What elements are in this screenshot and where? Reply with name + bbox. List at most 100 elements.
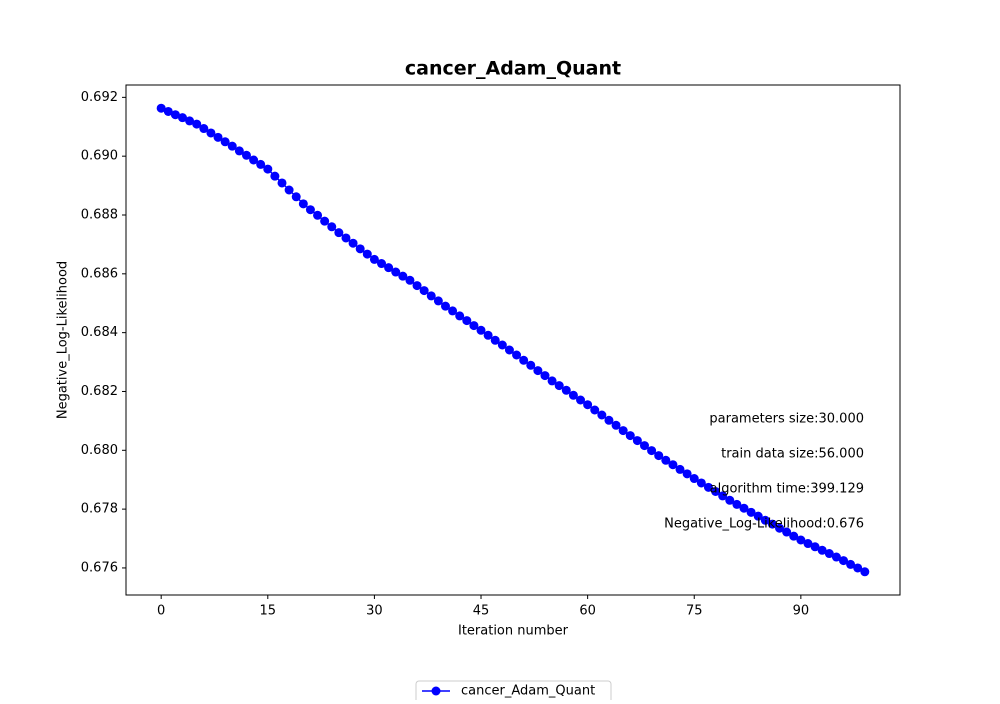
- point: [291, 192, 301, 202]
- point: [533, 366, 543, 376]
- point: [455, 311, 465, 321]
- point: [355, 244, 365, 254]
- chart-title: cancer_Adam_Quant: [405, 58, 621, 80]
- annotation: algorithm time:399.129: [710, 482, 864, 497]
- point: [824, 549, 834, 559]
- x-tick-label: 30: [366, 604, 383, 619]
- point: [263, 164, 273, 174]
- point: [490, 335, 500, 345]
- point: [476, 325, 486, 335]
- x-tick-label: 90: [793, 604, 810, 619]
- y-tick-label: 0.688: [81, 208, 118, 223]
- point: [156, 103, 166, 113]
- x-tick-label: 0: [157, 604, 165, 619]
- point: [419, 286, 429, 296]
- point: [341, 233, 351, 243]
- point: [846, 559, 856, 569]
- point: [327, 222, 337, 232]
- point: [220, 137, 230, 147]
- point: [412, 281, 422, 291]
- point: [519, 355, 529, 365]
- point: [725, 495, 735, 505]
- point: [270, 171, 280, 181]
- point: [469, 321, 479, 331]
- point: [298, 199, 308, 209]
- point: [682, 469, 692, 479]
- point: [448, 306, 458, 316]
- x-axis-label: Iteration number: [458, 624, 569, 639]
- plot-frame: [125, 84, 901, 596]
- point: [369, 254, 379, 264]
- point: [753, 511, 763, 521]
- point: [170, 110, 180, 120]
- point: [497, 340, 507, 350]
- point: [277, 178, 287, 188]
- point: [241, 150, 251, 160]
- y-axis-label: Negative_Log-Likelihood: [56, 261, 71, 419]
- point: [313, 210, 323, 220]
- point: [398, 271, 408, 281]
- point: [817, 545, 827, 555]
- point: [483, 330, 493, 340]
- point: [227, 141, 237, 151]
- point: [234, 146, 244, 156]
- point: [284, 185, 294, 195]
- point: [668, 460, 678, 470]
- y-tick-label: 0.678: [81, 502, 118, 517]
- point: [583, 400, 593, 410]
- y-tick-label: 0.680: [81, 443, 118, 458]
- legend-marker: [431, 686, 441, 696]
- point: [711, 486, 721, 496]
- point: [775, 523, 785, 533]
- x-tick-label: 15: [260, 604, 277, 619]
- point: [767, 519, 777, 529]
- point: [433, 296, 443, 306]
- point: [732, 499, 742, 509]
- point: [810, 542, 820, 552]
- point: [462, 316, 472, 326]
- point: [796, 535, 806, 545]
- point: [320, 216, 330, 226]
- point: [831, 552, 841, 562]
- point: [540, 371, 550, 381]
- point: [163, 106, 173, 116]
- point: [611, 420, 621, 430]
- point: [526, 360, 536, 370]
- x-tick-label: 75: [686, 604, 703, 619]
- point: [568, 390, 578, 400]
- point: [504, 345, 514, 355]
- point: [199, 124, 209, 134]
- y-tick-label: 0.692: [81, 90, 118, 105]
- point: [512, 350, 522, 360]
- point: [426, 291, 436, 301]
- point: [853, 563, 863, 573]
- point: [576, 395, 586, 405]
- point: [561, 385, 571, 395]
- point: [647, 446, 657, 456]
- point: [391, 267, 401, 277]
- point: [305, 205, 315, 215]
- point: [206, 128, 216, 138]
- point: [597, 410, 607, 420]
- point: [760, 515, 770, 525]
- point: [739, 503, 749, 513]
- point: [654, 451, 664, 461]
- point: [639, 441, 649, 451]
- point: [362, 249, 372, 259]
- point: [178, 113, 188, 123]
- point: [334, 228, 344, 238]
- point: [789, 531, 799, 541]
- point: [604, 415, 614, 425]
- point: [746, 507, 756, 517]
- point: [718, 491, 728, 501]
- x-tick-label: 45: [473, 604, 490, 619]
- y-tick-label: 0.686: [81, 266, 118, 281]
- point: [625, 431, 635, 441]
- point: [554, 381, 564, 391]
- point: [405, 275, 415, 285]
- point: [185, 116, 195, 126]
- y-tick-label: 0.684: [81, 325, 118, 340]
- point: [213, 132, 223, 142]
- y-tick-label: 0.676: [81, 560, 118, 575]
